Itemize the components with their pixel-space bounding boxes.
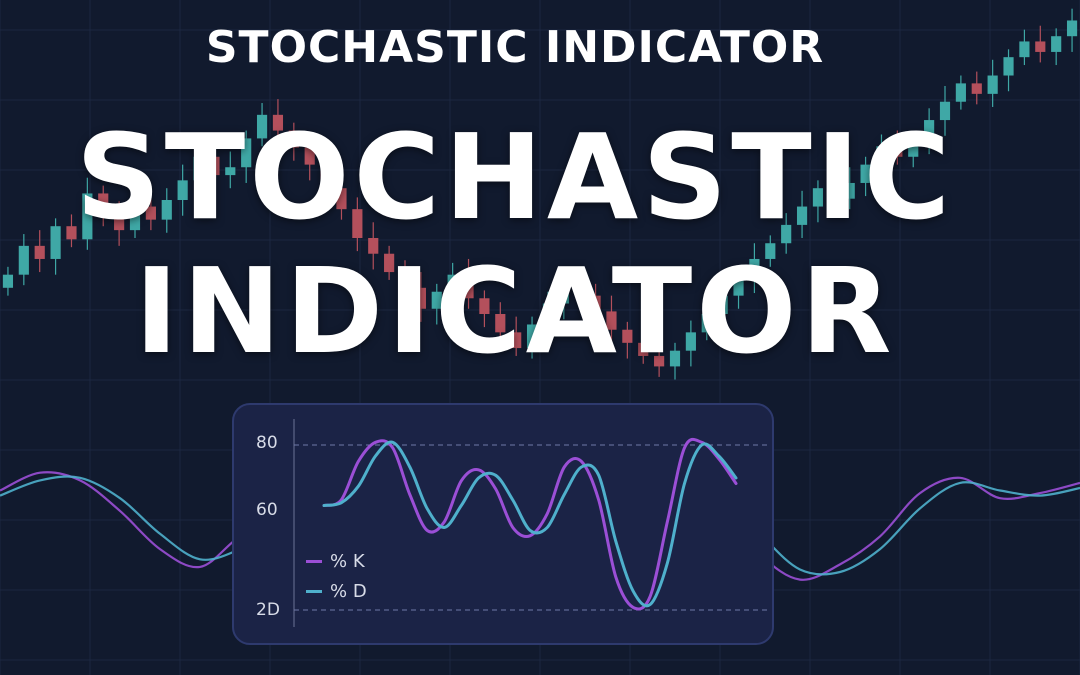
subtitle: STOCHASTIC INDICATOR (205, 22, 825, 73)
candle-body (463, 274, 474, 299)
candle-body (971, 83, 982, 94)
y-tick-60: 60 (256, 500, 278, 520)
y-tick-80: 80 (256, 433, 278, 453)
candle-body (415, 287, 426, 309)
candle-body (1003, 57, 1014, 76)
candle-body (1051, 36, 1062, 52)
candle-body (1019, 41, 1030, 58)
candle-body (241, 138, 252, 168)
candle-body (733, 277, 744, 296)
candle-body (447, 274, 458, 292)
legend-k-label: % K (330, 551, 365, 572)
candle-body (399, 272, 411, 288)
candle-body (749, 258, 760, 278)
candle-body (526, 324, 538, 349)
candle-body (781, 224, 792, 244)
y-tick-20: 2D (256, 600, 280, 620)
candle-body (685, 332, 696, 351)
candle-body (368, 238, 379, 254)
candle-body (495, 314, 506, 333)
candle-body (479, 298, 490, 314)
candle-body (384, 253, 395, 273)
candle-body (717, 295, 728, 314)
candle-body (288, 130, 299, 148)
candle-body (66, 226, 77, 240)
title-line-1: STOCHASTIC (75, 108, 955, 246)
candle-body (924, 120, 935, 142)
candle-body (812, 188, 824, 207)
legend-k-swatch (306, 560, 322, 563)
candle-body (114, 213, 125, 231)
candle-body (701, 314, 712, 333)
candle-body (892, 146, 903, 157)
candle-body (145, 206, 156, 220)
candle-body (225, 167, 236, 176)
candle-body (34, 245, 45, 259)
candle-body (256, 114, 268, 139)
candle-body (336, 188, 347, 210)
candle-body (796, 206, 808, 225)
d-line (322, 440, 738, 608)
candle-body (987, 75, 998, 94)
candle-body (654, 355, 665, 367)
candle-body (431, 291, 442, 309)
legend-d: % D (306, 581, 367, 602)
candle-body (1066, 20, 1078, 37)
candle-body (1035, 41, 1046, 52)
legend-d-label: % D (330, 581, 367, 602)
candle-body (161, 200, 172, 220)
candle-body (558, 285, 569, 304)
candle-body (304, 147, 315, 165)
candle-body (82, 193, 93, 240)
candle-body (18, 245, 29, 275)
candle-body (193, 156, 204, 181)
candle-body (129, 206, 141, 231)
candle-body (590, 295, 601, 312)
candle-body (177, 180, 188, 200)
candle-body (955, 83, 966, 102)
stochastic-panel: 80 60 2D % K % D (232, 403, 774, 645)
legend-d-swatch (306, 590, 322, 593)
candle-body (50, 226, 61, 259)
candle-body (908, 141, 919, 157)
stochastic-plot (293, 419, 770, 627)
candle-body (765, 243, 776, 259)
legend-k: % K (306, 551, 365, 572)
candle-body (272, 114, 284, 131)
candle-body (844, 182, 855, 199)
k-line (322, 437, 738, 611)
candle-body (2, 274, 14, 288)
candle-body (638, 342, 649, 356)
candle-body (876, 146, 887, 165)
candle-body (622, 329, 633, 343)
candle-body (669, 350, 681, 367)
candle-body (606, 311, 617, 330)
candle-body (828, 188, 839, 199)
candle-body (352, 209, 363, 238)
candle-body (320, 164, 331, 189)
candle-body (939, 101, 951, 121)
candle-body (860, 164, 871, 183)
candle-body (542, 303, 554, 325)
candle-body (209, 156, 220, 176)
candle-body (574, 285, 585, 296)
candle-body (98, 193, 109, 214)
title-line-2: INDICATOR (134, 242, 896, 380)
candle-body (511, 332, 522, 349)
